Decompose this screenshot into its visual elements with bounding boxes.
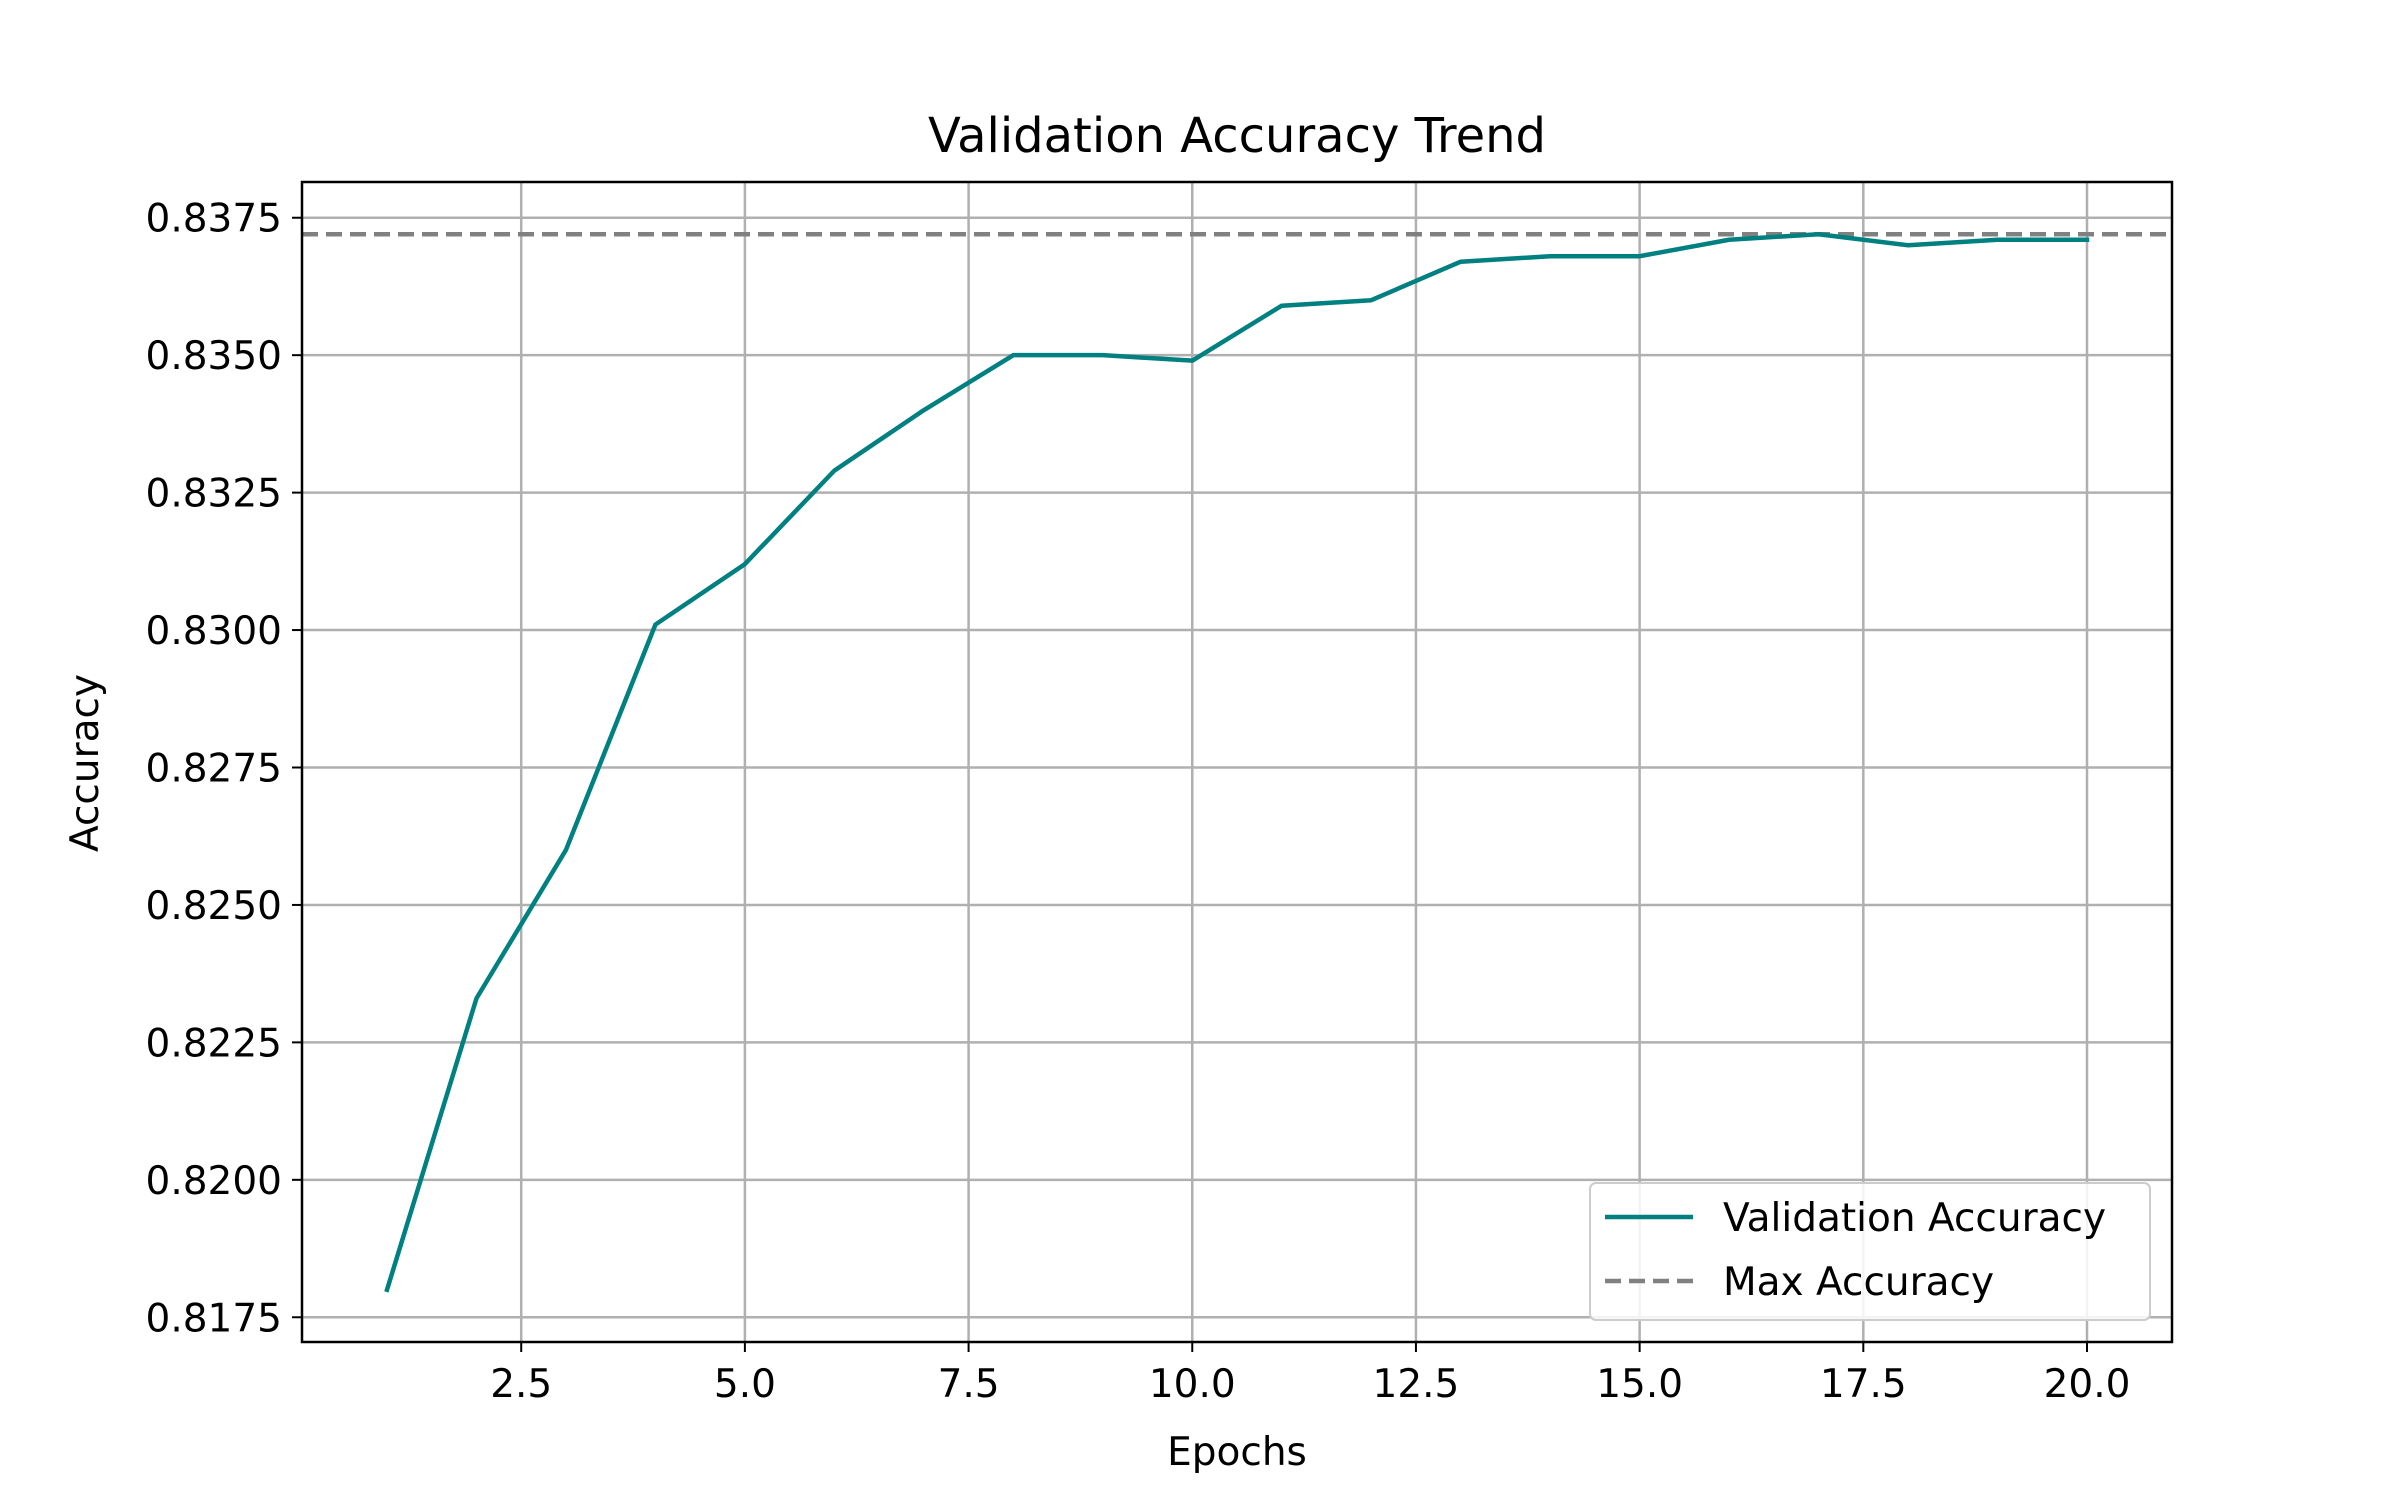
x-tick-label: 17.5 [1820,1362,1907,1407]
x-tick-label: 15.0 [1596,1362,1683,1407]
chart-title: Validation Accuracy Trend [928,108,1546,164]
x-tick-label: 5.0 [714,1362,776,1407]
series-lines [302,231,2172,1293]
x-tick-label: 2.5 [490,1362,552,1407]
grid-lines [302,182,2172,1342]
validation-accuracy-line [384,231,2090,1293]
axis-ticks: 2.5 5.0 7.5 10.0 12.5 15.0 17.5 20.0 0.8175 0.820… [146,197,2131,1407]
y-tick-label: 0.8275 [146,746,282,791]
legend: Validation Accuracy Max Accuracy [1589,1182,2151,1321]
y-axis-label: Accuracy [63,674,108,852]
y-tick-label: 0.8200 [146,1159,282,1204]
x-tick-label: 20.0 [2044,1362,2131,1407]
legend-label-max-accuracy: Max Accuracy [1723,1260,1994,1305]
y-tick-label: 0.8175 [146,1296,282,1341]
x-tick-label: 10.0 [1149,1362,1236,1407]
y-tick-label: 0.8250 [146,884,282,929]
y-tick-label: 0.8225 [146,1021,282,1066]
legend-box [1589,1182,2151,1321]
x-tick-label: 7.5 [938,1362,1000,1407]
plot-frame [300,180,2174,1344]
y-tick-label: 0.8325 [146,472,282,517]
y-tick-label: 0.8350 [146,334,282,379]
y-tick-label: 0.8300 [146,609,282,654]
x-tick-label: 12.5 [1373,1362,1460,1407]
x-axis-label: Epochs [1167,1430,1307,1475]
y-tick-label: 0.8375 [146,197,282,242]
legend-label-validation-accuracy: Validation Accuracy [1723,1196,2106,1241]
